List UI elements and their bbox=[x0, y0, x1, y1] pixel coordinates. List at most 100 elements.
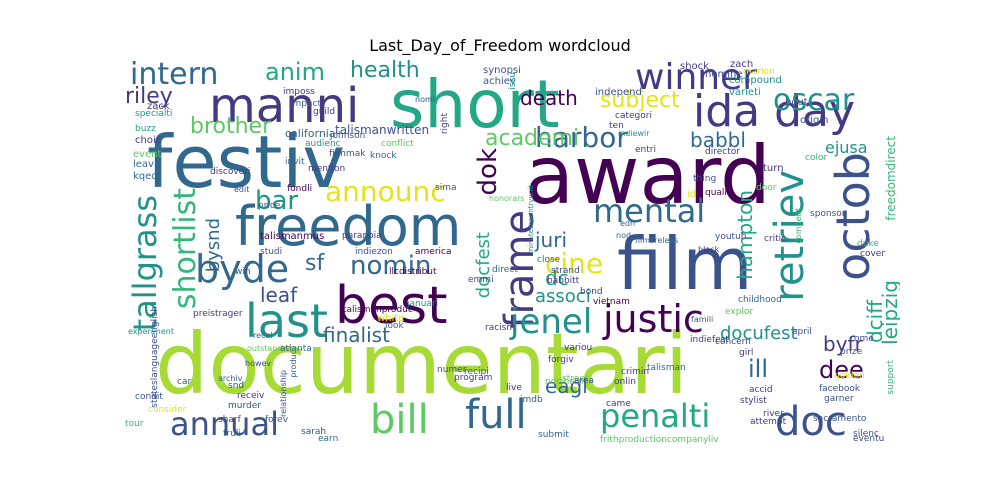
word-concern: concern bbox=[715, 337, 751, 347]
word-door: door bbox=[756, 183, 777, 193]
word-sima: sima bbox=[435, 183, 457, 193]
word-look: look bbox=[385, 321, 404, 331]
word-harbor: harbor bbox=[535, 121, 628, 154]
word-numer: numer bbox=[437, 365, 467, 375]
word-facebook: facebook bbox=[819, 384, 861, 394]
word-eagl: eagl bbox=[545, 374, 588, 398]
word-talismanproduc: talismanproduc bbox=[343, 305, 413, 315]
word-came: came bbox=[606, 399, 631, 409]
word-dc: dc bbox=[545, 266, 569, 290]
word-receiv: receiv bbox=[237, 391, 265, 401]
word-shock: shock bbox=[680, 61, 709, 72]
word-ill: ill bbox=[748, 355, 769, 383]
word-ten: ten bbox=[609, 121, 624, 131]
word-produc: produc bbox=[289, 350, 298, 378]
word-honorars: honorars bbox=[489, 194, 525, 203]
word-minutescountryunit: minutescountryunit bbox=[527, 185, 535, 254]
word-director: director bbox=[705, 147, 740, 157]
word-girl: girl bbox=[739, 348, 754, 358]
word-entri: entri bbox=[635, 145, 656, 155]
word-manni: manni bbox=[209, 78, 360, 134]
word-ejusa: ejusa bbox=[825, 138, 868, 157]
word-byde: byde bbox=[195, 247, 290, 291]
word-tour: tour bbox=[125, 419, 144, 429]
word-specialti: specialti bbox=[135, 109, 173, 119]
word-sf: sf bbox=[305, 251, 325, 276]
word-america: america bbox=[415, 247, 452, 257]
word-mention: mention bbox=[308, 164, 346, 174]
word-film: film bbox=[617, 222, 753, 306]
word-sponsor: sponsor bbox=[810, 209, 846, 219]
word-freedomdirect: freedomdirect bbox=[884, 136, 898, 221]
word-johnson: johnson bbox=[330, 131, 366, 141]
word-januari: januari bbox=[407, 299, 439, 309]
word-explor: explor bbox=[725, 307, 754, 317]
word-origin: origin bbox=[800, 115, 829, 126]
word-issu: issu bbox=[508, 72, 518, 90]
word-relationship: relationship bbox=[279, 370, 288, 418]
word-marlon: marlon bbox=[743, 67, 775, 77]
word-strand: strand bbox=[551, 266, 580, 276]
word-invit: invit bbox=[285, 157, 305, 167]
word-associ: associ bbox=[535, 286, 591, 307]
word-discoveri: discoveri bbox=[210, 167, 251, 177]
word-consider: consider bbox=[148, 405, 187, 415]
word-white: white bbox=[377, 313, 405, 324]
word-archiv: archiv bbox=[218, 374, 243, 383]
word-atlanta: atlanta bbox=[280, 344, 312, 354]
chart-title: Last_Day_of_Freedom wordcloud bbox=[369, 36, 631, 55]
word-indiewir: indiewir bbox=[618, 129, 650, 138]
word-audienc: audienc bbox=[305, 139, 341, 149]
word-kqed: kqed bbox=[133, 171, 158, 182]
word-sacramento: sacramento bbox=[813, 414, 867, 424]
word-car: car bbox=[177, 377, 192, 387]
word-racism: racism bbox=[485, 323, 516, 333]
word-zach: zach bbox=[730, 60, 754, 70]
word-intern: intern bbox=[130, 60, 219, 92]
word-id: id bbox=[687, 189, 697, 200]
word-cine: cine bbox=[545, 247, 604, 280]
word-talismanwritten: talismanwritten bbox=[335, 123, 430, 137]
word-truli: truli bbox=[223, 429, 241, 439]
word-sarah: sarah bbox=[301, 427, 327, 437]
word-black: black bbox=[698, 245, 720, 254]
word-silenc: silenc bbox=[853, 429, 879, 439]
word-attempt: attempt bbox=[750, 417, 787, 427]
word-garner: garner bbox=[824, 394, 854, 404]
word-onlin: onlin bbox=[614, 377, 636, 387]
word-golden: golden bbox=[834, 371, 865, 381]
word-penalti: penalti bbox=[600, 397, 711, 435]
word-youtub: youtub bbox=[715, 232, 747, 242]
word-preistrager: preistrager bbox=[193, 309, 243, 319]
word-duke: duke bbox=[857, 239, 879, 249]
word-earn: earn bbox=[318, 434, 339, 444]
word-river: river bbox=[763, 409, 784, 419]
word-bill: bill bbox=[370, 397, 429, 443]
word-achiev: achiev bbox=[483, 76, 516, 87]
word-zack: zack bbox=[147, 101, 170, 112]
word-categori: categori bbox=[615, 111, 652, 121]
word-northern: northern bbox=[545, 377, 584, 387]
word-docfest: docfest bbox=[473, 232, 494, 299]
word-guild: guild bbox=[313, 107, 336, 117]
word-program: program bbox=[454, 373, 493, 383]
word-sharf: sharf bbox=[218, 415, 241, 425]
word-imposs: imposs bbox=[283, 87, 315, 97]
word-indiefest: indiefest bbox=[690, 335, 729, 345]
word-outstand: outstand bbox=[247, 344, 283, 353]
word-winner: winner bbox=[635, 60, 758, 98]
word-anim: anim bbox=[265, 60, 325, 86]
word-competit: competit bbox=[794, 208, 803, 244]
word-submit: submit bbox=[538, 430, 569, 440]
word-variou: variou bbox=[564, 343, 593, 353]
word-bout: bout bbox=[785, 97, 808, 108]
word-bar: bar bbox=[255, 186, 299, 216]
word-ida day: ida day bbox=[693, 86, 856, 137]
word-babbitt: babbitt bbox=[547, 276, 580, 286]
word-critic: critic bbox=[764, 234, 787, 244]
word-experiment: experiment bbox=[128, 327, 174, 336]
word-byfr: byfr bbox=[823, 332, 863, 356]
word-stylist: stylist bbox=[740, 396, 767, 406]
word-doc: doc bbox=[775, 399, 847, 445]
word-nomin: nomin bbox=[350, 251, 432, 281]
